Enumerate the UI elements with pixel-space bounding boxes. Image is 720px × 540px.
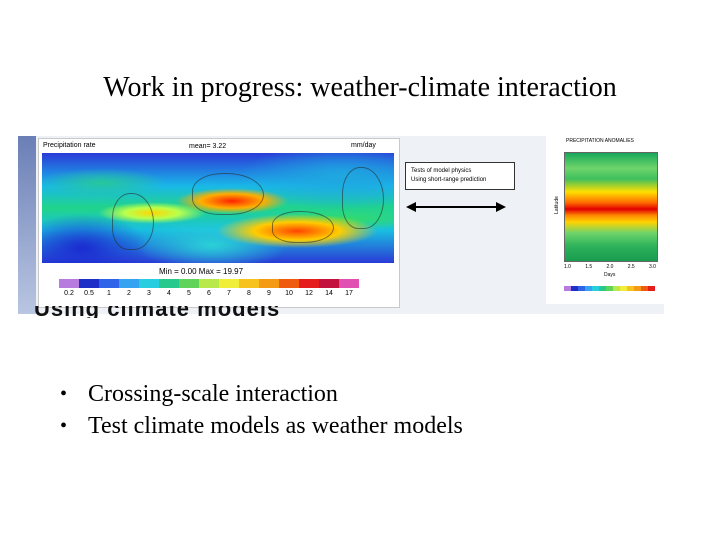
- anomaly-xtick-label: 2.5: [627, 264, 635, 270]
- anomaly-colorbar-swatch: [578, 286, 585, 291]
- colorbar-tick-label: 7: [227, 290, 231, 297]
- colorbar-swatch: [199, 279, 219, 288]
- colorbar-swatch: [239, 279, 259, 288]
- map-colorbar: [59, 279, 359, 288]
- double-arrow-icon: [406, 202, 506, 212]
- map-units: mm/day: [351, 142, 376, 149]
- map-mean: mean= 3.22: [189, 143, 227, 150]
- colorbar-swatch: [79, 279, 99, 288]
- anomaly-colorbar: [564, 286, 655, 291]
- anomaly-colorbar-swatch: [627, 286, 634, 291]
- colorbar-tick-label: 1: [107, 290, 111, 297]
- anomaly-xtick-label: 1.5: [585, 264, 593, 270]
- colorbar-tick-label: 5: [187, 290, 191, 297]
- figure-image: Precipitation rate mean= 3.22 mm/day Min…: [18, 136, 664, 314]
- anomaly-colorbar-swatch: [634, 286, 641, 291]
- map-colorbar-ticks: 0.2 0.5 1 2 3 4 5 6 7 8 9 10 12 14 17: [59, 290, 359, 297]
- anomaly-xtick-label: 3.0: [649, 264, 656, 270]
- colorbar-tick-label: 10: [285, 290, 293, 297]
- anomaly-colorbar-swatch: [585, 286, 592, 291]
- bullet-item: • Crossing-scale interaction: [60, 378, 463, 410]
- anomaly-colorbar-swatch: [620, 286, 627, 291]
- colorbar-tick-label: 3: [147, 290, 151, 297]
- physics-test-line2: Using short-range prediction: [411, 177, 487, 183]
- anomaly-xticks: 1.0 1.5 2.0 2.5 3.0: [564, 264, 656, 270]
- anomaly-title: PRECIPITATION ANOMALIES: [566, 138, 634, 144]
- colorbar-swatch: [99, 279, 119, 288]
- anomaly-colorbar-swatch: [613, 286, 620, 291]
- overlapped-caption: Using climate models: [18, 306, 538, 318]
- colorbar-tick-label: 6: [207, 290, 211, 297]
- bullet-icon: •: [60, 383, 68, 405]
- colorbar-swatch: [339, 279, 359, 288]
- slide-title: Work in progress: weather-climate intera…: [103, 72, 617, 103]
- bullet-item: • Test climate models as weather models: [60, 410, 463, 442]
- precipitation-map-panel: Precipitation rate mean= 3.22 mm/day Min…: [38, 138, 400, 308]
- anomaly-colorbar-swatch: [592, 286, 599, 291]
- colorbar-swatch: [219, 279, 239, 288]
- anomaly-colorbar-swatch: [564, 286, 571, 291]
- bullet-icon: •: [60, 415, 68, 437]
- colorbar-swatch: [119, 279, 139, 288]
- bullet-text: Crossing-scale interaction: [88, 381, 338, 407]
- overlapped-caption-text: Using climate models: [34, 306, 280, 318]
- colorbar-tick-label: 2: [127, 290, 131, 297]
- anomaly-plot: [564, 152, 658, 262]
- colorbar-swatch: [319, 279, 339, 288]
- figure-left-bar: [18, 136, 36, 314]
- colorbar-swatch: [259, 279, 279, 288]
- physics-test-box: Tests of model physics Using short-range…: [405, 162, 515, 190]
- anomaly-colorbar-swatch: [641, 286, 648, 291]
- precipitation-map: [42, 153, 394, 263]
- anomaly-xtick-label: 2.0: [606, 264, 614, 270]
- colorbar-swatch: [59, 279, 79, 288]
- anomaly-xtick-label: 1.0: [564, 264, 571, 270]
- colorbar-tick-label: 0.5: [84, 290, 94, 297]
- colorbar-tick-label: 8: [247, 290, 251, 297]
- colorbar-tick-label: 14: [325, 290, 333, 297]
- colorbar-swatch: [299, 279, 319, 288]
- anomaly-ylabel: Latitude: [553, 196, 560, 214]
- map-range: Min = 0.00 Max = 19.97: [159, 267, 244, 276]
- colorbar-swatch: [279, 279, 299, 288]
- anomaly-colorbar-swatch: [648, 286, 655, 291]
- bullet-text: Test climate models as weather models: [88, 413, 463, 439]
- anomaly-xlabel: Days: [604, 272, 616, 278]
- colorbar-tick-label: 12: [305, 290, 313, 297]
- colorbar-tick-label: 9: [267, 290, 271, 297]
- anomaly-colorbar-swatch: [606, 286, 613, 291]
- colorbar-swatch: [179, 279, 199, 288]
- physics-test-line1: Tests of model physics: [411, 168, 472, 174]
- colorbar-tick-label: 4: [167, 290, 171, 297]
- bullet-list: • Crossing-scale interaction • Test climat…: [60, 378, 463, 442]
- colorbar-swatch: [159, 279, 179, 288]
- map-title: Precipitation rate: [43, 142, 96, 149]
- anomaly-colorbar-swatch: [599, 286, 606, 291]
- anomaly-colorbar-swatch: [571, 286, 578, 291]
- colorbar-tick-label: 0.2: [64, 290, 74, 297]
- colorbar-tick-label: 17: [345, 290, 353, 297]
- anomaly-panel: PRECIPITATION ANOMALIES Latitude 1.0 1.5 2…: [546, 136, 664, 304]
- colorbar-swatch: [139, 279, 159, 288]
